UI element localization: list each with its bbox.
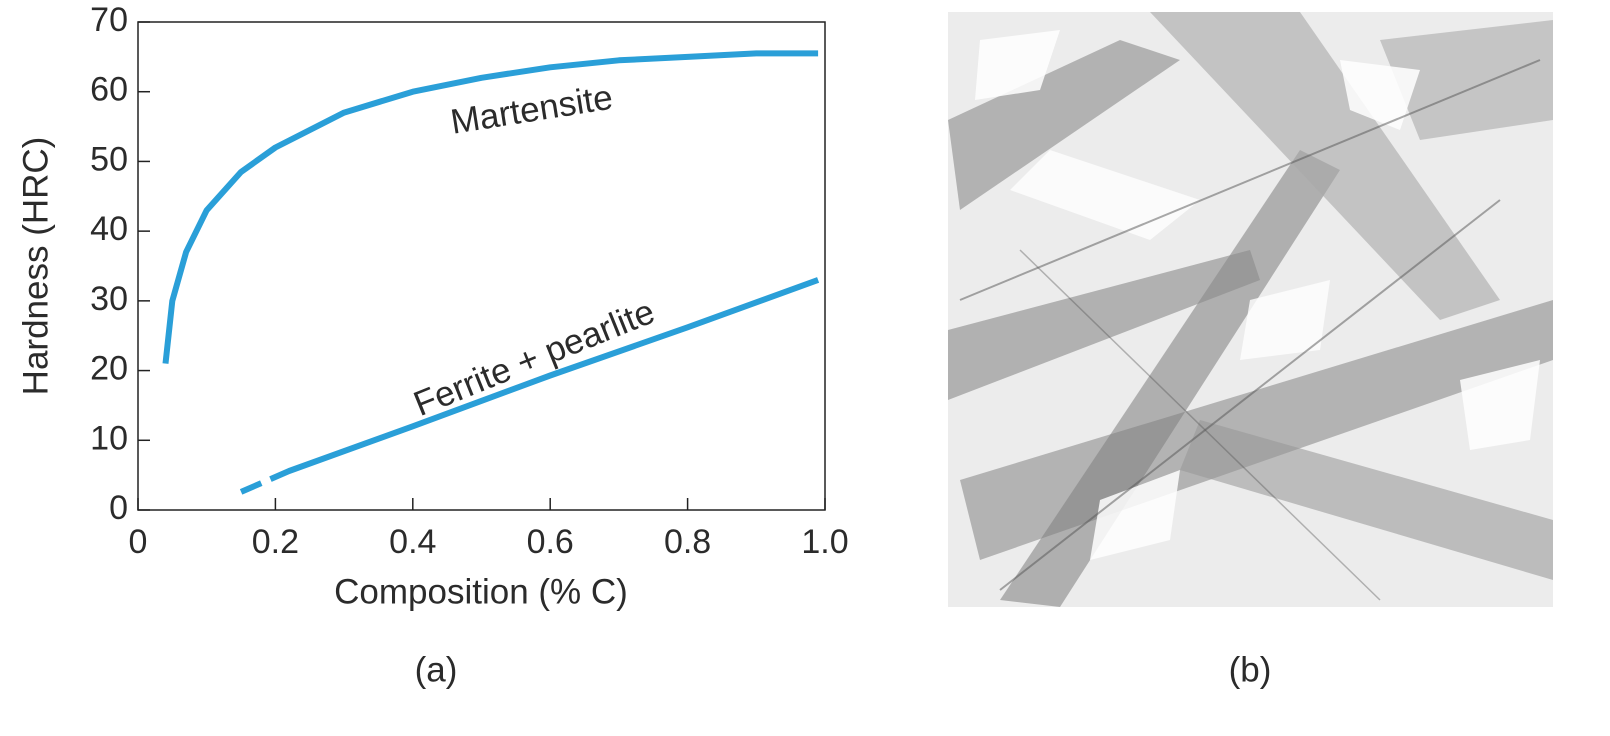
x-tick-label: 0 <box>129 523 148 561</box>
series-line <box>162 50 819 364</box>
micro-grain <box>975 30 1060 100</box>
y-tick-label: 70 <box>90 1 128 39</box>
micro-grain <box>1460 360 1540 450</box>
y-tick-label: 30 <box>90 280 128 318</box>
micro-streak <box>948 250 1260 400</box>
micro-line <box>999 199 1501 591</box>
x-tick-label: 0.4 <box>389 523 436 561</box>
y-tick-label: 10 <box>90 419 128 457</box>
caption: (a) <box>415 650 458 689</box>
x-tick-label: 0.2 <box>252 523 299 561</box>
micro-grain <box>1090 470 1180 560</box>
y-tick-label: 60 <box>90 71 128 109</box>
micrograph <box>948 12 1553 607</box>
series-line <box>239 277 820 495</box>
y-tick-label: 50 <box>90 140 128 178</box>
series-label: Martensite <box>448 78 615 142</box>
y-tick-label: 0 <box>109 489 128 527</box>
micro-grain <box>1010 150 1200 240</box>
micro-streak <box>1380 20 1553 140</box>
caption: (b) <box>1229 650 1272 689</box>
y-tick-label: 40 <box>90 210 128 248</box>
y-axis-label: Hardness (HRC) <box>16 137 55 396</box>
micro-grain <box>1240 280 1330 360</box>
micro-line <box>959 59 1541 301</box>
micro-line <box>1019 249 1381 601</box>
x-tick-label: 0.8 <box>664 523 711 561</box>
micro-streak <box>1150 12 1500 320</box>
micro-streak <box>948 40 1180 210</box>
micro-streak <box>1180 420 1553 580</box>
series-label: Ferrite + pearlite <box>408 292 660 424</box>
y-tick-label: 20 <box>90 350 128 388</box>
plot-frame <box>137 21 826 511</box>
x-tick-label: 1.0 <box>801 523 848 561</box>
micro-streak <box>1000 150 1340 607</box>
x-tick-label: 0.6 <box>527 523 574 561</box>
micro-grain <box>1340 60 1420 130</box>
x-axis-label: Composition (% C) <box>334 572 628 611</box>
